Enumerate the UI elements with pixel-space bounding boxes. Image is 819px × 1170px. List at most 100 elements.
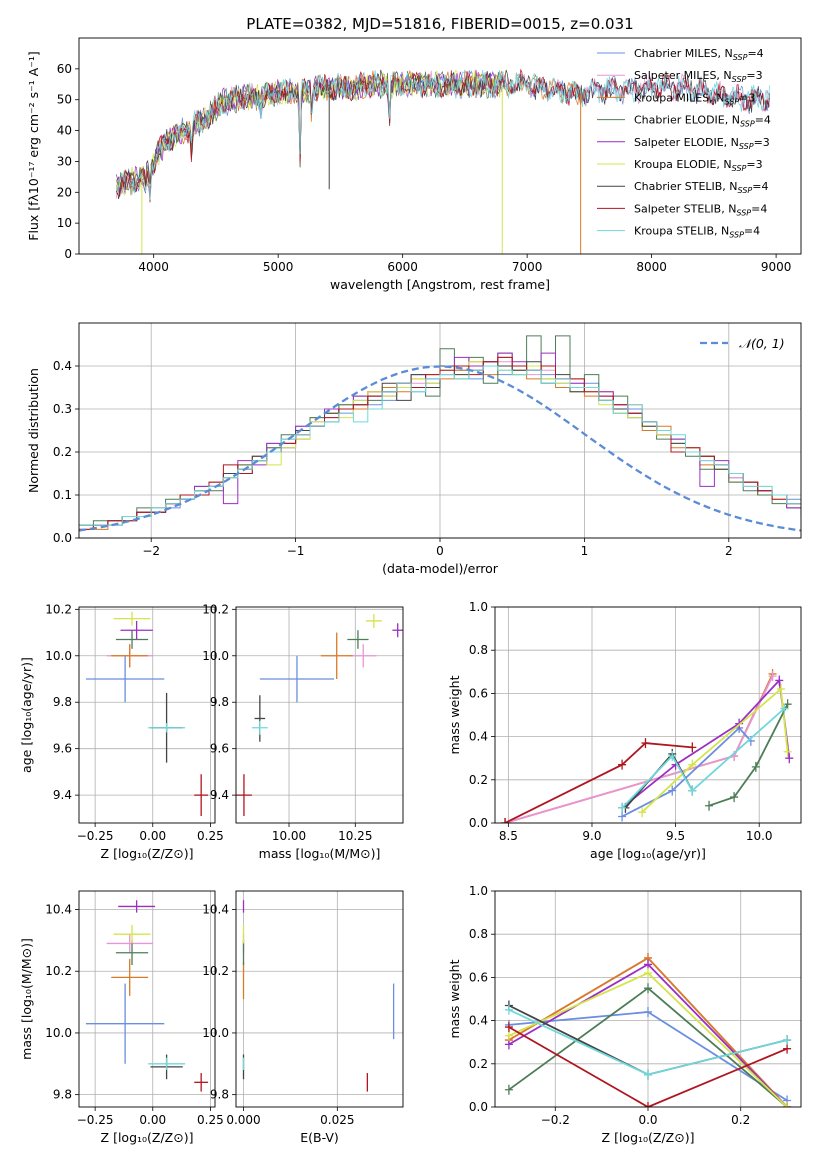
y-tick-label: 9.6 (53, 742, 72, 756)
y-tick-label: 0.8 (469, 643, 488, 657)
y-tick-label: 0.0 (469, 1100, 488, 1114)
weight-marker (688, 759, 697, 770)
weight-marker (705, 800, 714, 811)
x-tick-label: 0.025 (320, 1113, 354, 1127)
mass_vs_Z-panel: −0.25 0.00 0.25 9.8 10.0 10.2 10.4 Z [log₁₀(Z/Z… (19, 890, 224, 1145)
x-axis-label: Z [log₁₀(Z/Z⊙)] (602, 1130, 695, 1145)
weight-marker (783, 746, 792, 757)
y-tick-label: 0.4 (469, 730, 488, 744)
weight-marker (501, 818, 510, 823)
x-tick-label: 9000 (761, 260, 792, 274)
weight-marker (644, 1069, 652, 1080)
weight-line (641, 687, 789, 813)
weight-marker (618, 811, 627, 822)
weight-marker (776, 684, 785, 695)
x-tick-label: 0.0 (638, 1113, 657, 1127)
weight-line (508, 1026, 788, 1107)
x-axis-label: wavelength [Angstrom, rest frame] (330, 277, 550, 292)
legend-label: Chabrier MILES, NSSP=4 (634, 47, 764, 62)
weight-marker (504, 1022, 513, 1033)
massweight_vs_age-panel: 8.5 9.0 9.5 10.0 0.0 0.2 0.4 0.6 0.8 1.0 age [log₁… (447, 600, 802, 861)
weight-marker (783, 1043, 792, 1054)
residual-histograms (79, 335, 801, 532)
x-tick-label: 0.25 (197, 829, 224, 843)
massweight_vs_Z-lines (504, 952, 792, 1107)
y-axis-label: mass weight (447, 959, 462, 1038)
histogram-step (79, 365, 801, 526)
weight-marker (504, 1084, 513, 1095)
y-tick-label: 9.6 (210, 742, 229, 756)
weight-marker (668, 751, 677, 762)
x-tick-label: −1 (287, 544, 305, 558)
y-tick-label: 0.4 (469, 1014, 488, 1028)
legend-label: Chabrier STELIB, NSSP=4 (634, 180, 768, 195)
weight-line (621, 726, 752, 818)
axes-frame (78, 890, 216, 1108)
weight-marker (644, 1102, 652, 1107)
age_vs_Z-panel: −0.25 0.00 0.25 9.4 9.6 9.8 10.0 10.2 Z [log₁₀(Z… (19, 602, 224, 861)
x-axis-label: Z [log₁₀(Z/Z⊙)] (101, 846, 194, 861)
y-tick-label: 0.1 (53, 488, 72, 502)
x-tick-label: 10.00 (272, 829, 306, 843)
x-tick-label: 0 (436, 544, 444, 558)
axes-frame (494, 890, 802, 1108)
weight-marker (785, 753, 794, 764)
weight-marker (504, 1030, 513, 1041)
axes-frame (235, 890, 404, 1108)
residuals-panel: −2 −1 0 1 2 0.0 0.1 0.2 0.3 0.4 (data-model)/error… (26, 322, 802, 576)
axes-frame (78, 37, 802, 255)
x-tick-label: 5000 (263, 260, 294, 274)
x-axis-label: Z [log₁₀(Z/Z⊙)] (101, 1130, 194, 1145)
spectrum-lines (115, 68, 770, 254)
legend-label: Chabrier ELODIE, NSSP=4 (634, 114, 771, 129)
x-tick-label: 1 (581, 544, 589, 558)
weight-marker (644, 1006, 652, 1017)
x-tick-label: 0.00 (139, 1113, 166, 1127)
y-tick-label: 9.4 (210, 788, 229, 802)
x-tick-label: 4000 (138, 260, 169, 274)
legend-label: Salpeter MILES, NSSP=3 (634, 69, 763, 84)
weight-marker (751, 761, 760, 772)
y-tick-label: 10.2 (45, 602, 72, 616)
spectrum-legend: Chabrier MILES, NSSP=4 Salpeter MILES, NS… (597, 47, 771, 240)
y-tick-label: 10.2 (202, 602, 229, 616)
weight-marker (618, 802, 627, 813)
y-tick-label: 9.8 (53, 695, 72, 709)
figure-title: PLATE=0382, MJD=51816, FIBERID=0015, z=0… (246, 15, 633, 33)
legend-label: Salpeter STELIB, NSSP=4 (634, 202, 767, 217)
weight-marker (618, 759, 627, 770)
weight-marker (644, 983, 652, 994)
x-tick-label: 10.25 (338, 829, 372, 843)
weight-marker (775, 675, 784, 686)
mass_vs_EBV-panel: 0.000 0.025 9.8 10.0 10.2 10.4 E(B-V) (202, 890, 404, 1145)
age_vs_mass-panel: 10.00 10.25 9.4 9.6 9.8 10.0 10.2 mass [log₁₀(M… (202, 602, 404, 861)
y-tick-label: 0.2 (469, 1057, 488, 1071)
massweight_vs_Z-panel: −0.2 0.0 0.2 0.0 0.2 0.4 0.6 0.8 1.0 Z [log₁₀(Z/Z… (447, 884, 802, 1145)
y-tick-label: 20 (57, 185, 72, 199)
y-tick-label: 60 (57, 62, 72, 76)
axes-frame (494, 606, 802, 824)
mass_vs_Z-points (85, 900, 209, 1092)
normal-curve (79, 365, 801, 532)
axes-frame (78, 606, 216, 824)
x-tick-label: −0.2 (541, 1113, 570, 1127)
x-tick-label: −0.25 (77, 829, 114, 843)
y-tick-label: 0.2 (53, 445, 72, 459)
weight-marker (783, 699, 792, 710)
y-tick-label: 1.0 (469, 884, 488, 898)
weight-marker (504, 1039, 513, 1050)
x-axis-label: E(B-V) (300, 1130, 339, 1145)
y-tick-label: 9.8 (210, 695, 229, 709)
legend-label: Kroupa MILES, NSSP=3 (634, 91, 755, 106)
x-axis-label: mass [log₁₀(M/M⊙)] (259, 846, 381, 861)
y-tick-label: 10.0 (45, 649, 72, 663)
weight-marker (730, 792, 739, 803)
y-tick-label: 0.4 (53, 359, 72, 373)
y-tick-label: 9.8 (210, 1088, 229, 1102)
x-tick-label: 9.5 (666, 829, 685, 843)
spectrum-line (115, 68, 770, 203)
axes-frame (235, 606, 404, 824)
y-tick-label: 0.2 (469, 773, 488, 787)
massweight_vs_age-lines (501, 668, 794, 823)
